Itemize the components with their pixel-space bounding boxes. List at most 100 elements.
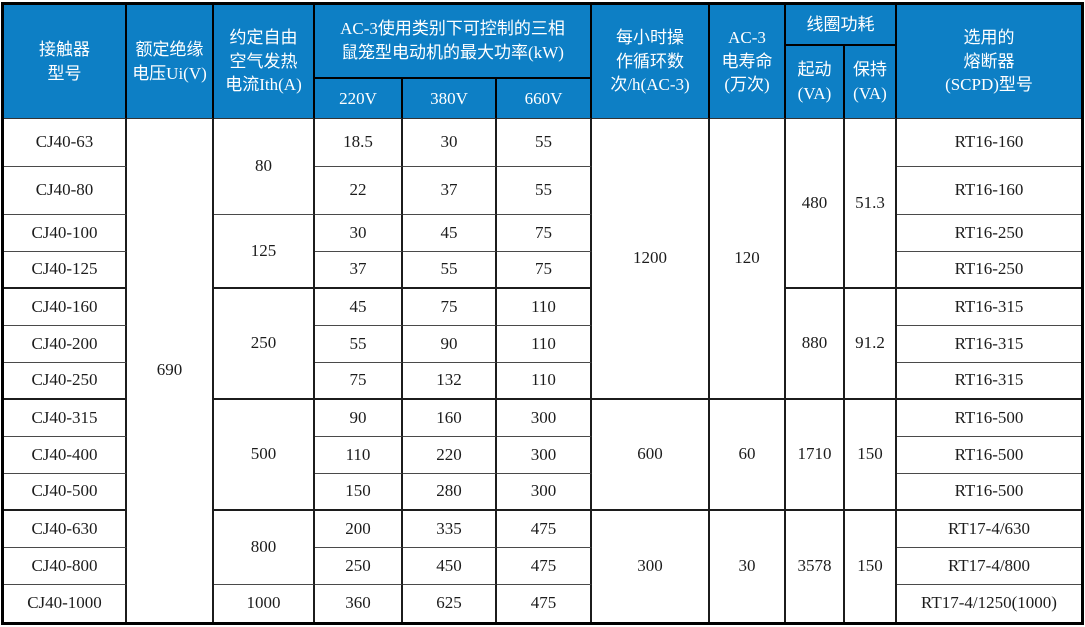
power-380v-cell: 75 [403,289,497,326]
fuse-cell: RT16-315 [897,289,1081,326]
power-660v-cell: 300 [497,400,592,437]
power-380v-cell: 160 [403,400,497,437]
header-thermal-current: 约定自由 空气发热 电流Ith(A) [214,5,315,119]
power-380v-cell: 90 [403,326,497,363]
model-cell: CJ40-125 [4,252,127,289]
fuse-cell: RT16-315 [897,326,1081,363]
power-660v-cell: 475 [497,585,592,622]
life-cell: 120 [710,119,786,400]
model-cell: CJ40-63 [4,119,127,167]
fuse-cell: RT17-4/630 [897,511,1081,548]
pickup-va-cell: 480 [786,119,845,289]
pickup-va-cell: 880 [786,289,845,400]
fuse-cell: RT16-160 [897,167,1081,215]
header-380v: 380V [403,79,497,119]
power-380v-cell: 450 [403,548,497,585]
header-pickup-va: 起动 (VA) [786,46,845,119]
power-220v-cell: 360 [315,585,403,622]
header-ac3-power-group: AC-3使用类别下可控制的三相 鼠笼型电动机的最大功率(kW) [315,5,592,79]
power-380v-cell: 220 [403,437,497,474]
fuse-cell: RT17-4/800 [897,548,1081,585]
power-380v-cell: 55 [403,252,497,289]
fuse-cell: RT17-4/1250(1000) [921,593,1057,613]
fuse-cell: RT16-500 [897,437,1081,474]
model-cell: CJ40-315 [4,400,127,437]
power-380v-cell: 335 [403,511,497,548]
power-380v-cell: 280 [403,474,497,511]
model-cell: CJ40-630 [4,511,127,548]
model-cell: CJ40-1000 [4,585,127,622]
cycles-cell: 600 [592,400,710,511]
ith-cell: 800 [214,511,315,585]
power-220v-cell: 90 [315,400,403,437]
ith-cell: 500 [214,400,315,511]
model-cell: CJ40-800 [4,548,127,585]
power-660v-cell: 75 [497,215,592,252]
power-380v-cell: 37 [403,167,497,215]
model-cell: CJ40-500 [4,474,127,511]
pickup-va-cell: 1710 [786,400,845,511]
power-220v-cell: 200 [315,511,403,548]
ith-cell: 125 [214,215,315,289]
hold-va-cell: 150 [845,400,897,511]
power-220v-cell: 110 [315,437,403,474]
fuse-cell: RT16-250 [897,215,1081,252]
fuse-cell: RT16-250 [897,252,1081,289]
power-660v-cell: 110 [497,289,592,326]
model-cell: CJ40-400 [4,437,127,474]
model-cell: CJ40-160 [4,289,127,326]
header-insulation-voltage: 额定绝缘 电压Ui(V) [127,5,214,119]
header-220v: 220V [315,79,403,119]
fuse-cell: RT16-315 [897,363,1081,400]
insulation-voltage-cell: 690 [127,119,214,622]
power-380v-cell: 45 [403,215,497,252]
power-660v-cell: 110 [497,326,592,363]
model-cell: CJ40-200 [4,326,127,363]
model-cell: CJ40-80 [4,167,127,215]
power-220v-cell: 55 [315,326,403,363]
header-660v: 660V [497,79,592,119]
power-380v-cell: 30 [403,119,497,167]
power-220v-cell: 250 [315,548,403,585]
power-660v-cell: 300 [497,437,592,474]
power-660v-cell: 475 [497,548,592,585]
fuse-cell: RT16-500 [897,474,1081,511]
power-220v-cell: 45 [315,289,403,326]
model-cell: CJ40-100 [4,215,127,252]
power-660v-cell: 475 [497,511,592,548]
ith-cell: 80 [214,119,315,215]
header-hold-va: 保持 (VA) [845,46,897,119]
power-220v-cell: 75 [315,363,403,400]
header-cycles-per-hour: 每小时操 作循环数 次/h(AC-3) [592,5,710,119]
power-220v-cell: 18.5 [315,119,403,167]
power-220v-cell: 30 [315,215,403,252]
power-380v-cell: 132 [403,363,497,400]
model-cell: CJ40-250 [4,363,127,400]
hold-va-cell: 91.2 [845,289,897,400]
power-660v-cell: 110 [497,363,592,400]
cycles-cell: 300 [592,511,710,622]
life-cell: 30 [710,511,786,622]
power-660v-cell: 75 [497,252,592,289]
header-coil-power-group: 线圈功耗 [786,5,897,46]
header-electrical-life: AC-3 电寿命 (万次) [710,5,786,119]
power-220v-cell: 22 [315,167,403,215]
ith-cell: 250 [214,289,315,400]
header-fuse-type: 选用的 熔断器 (SCPD)型号 [897,5,1081,119]
hold-va-cell: 51.3 [845,119,897,289]
hold-va-cell: 150 [845,511,897,622]
ith-cell: 1000 [214,585,315,622]
power-380v-cell: 625 [403,585,497,622]
power-220v-cell: 150 [315,474,403,511]
pickup-va-cell: 3578 [786,511,845,622]
life-cell: 60 [710,400,786,511]
header-model: 接触器 型号 [4,5,127,119]
fuse-cell: RT16-160 [897,119,1081,167]
power-660v-cell: 55 [497,167,592,215]
cycles-cell: 1200 [592,119,710,400]
power-660v-cell: 300 [497,474,592,511]
fuse-cell: RT16-500 [897,400,1081,437]
power-220v-cell: 37 [315,252,403,289]
power-660v-cell: 55 [497,119,592,167]
